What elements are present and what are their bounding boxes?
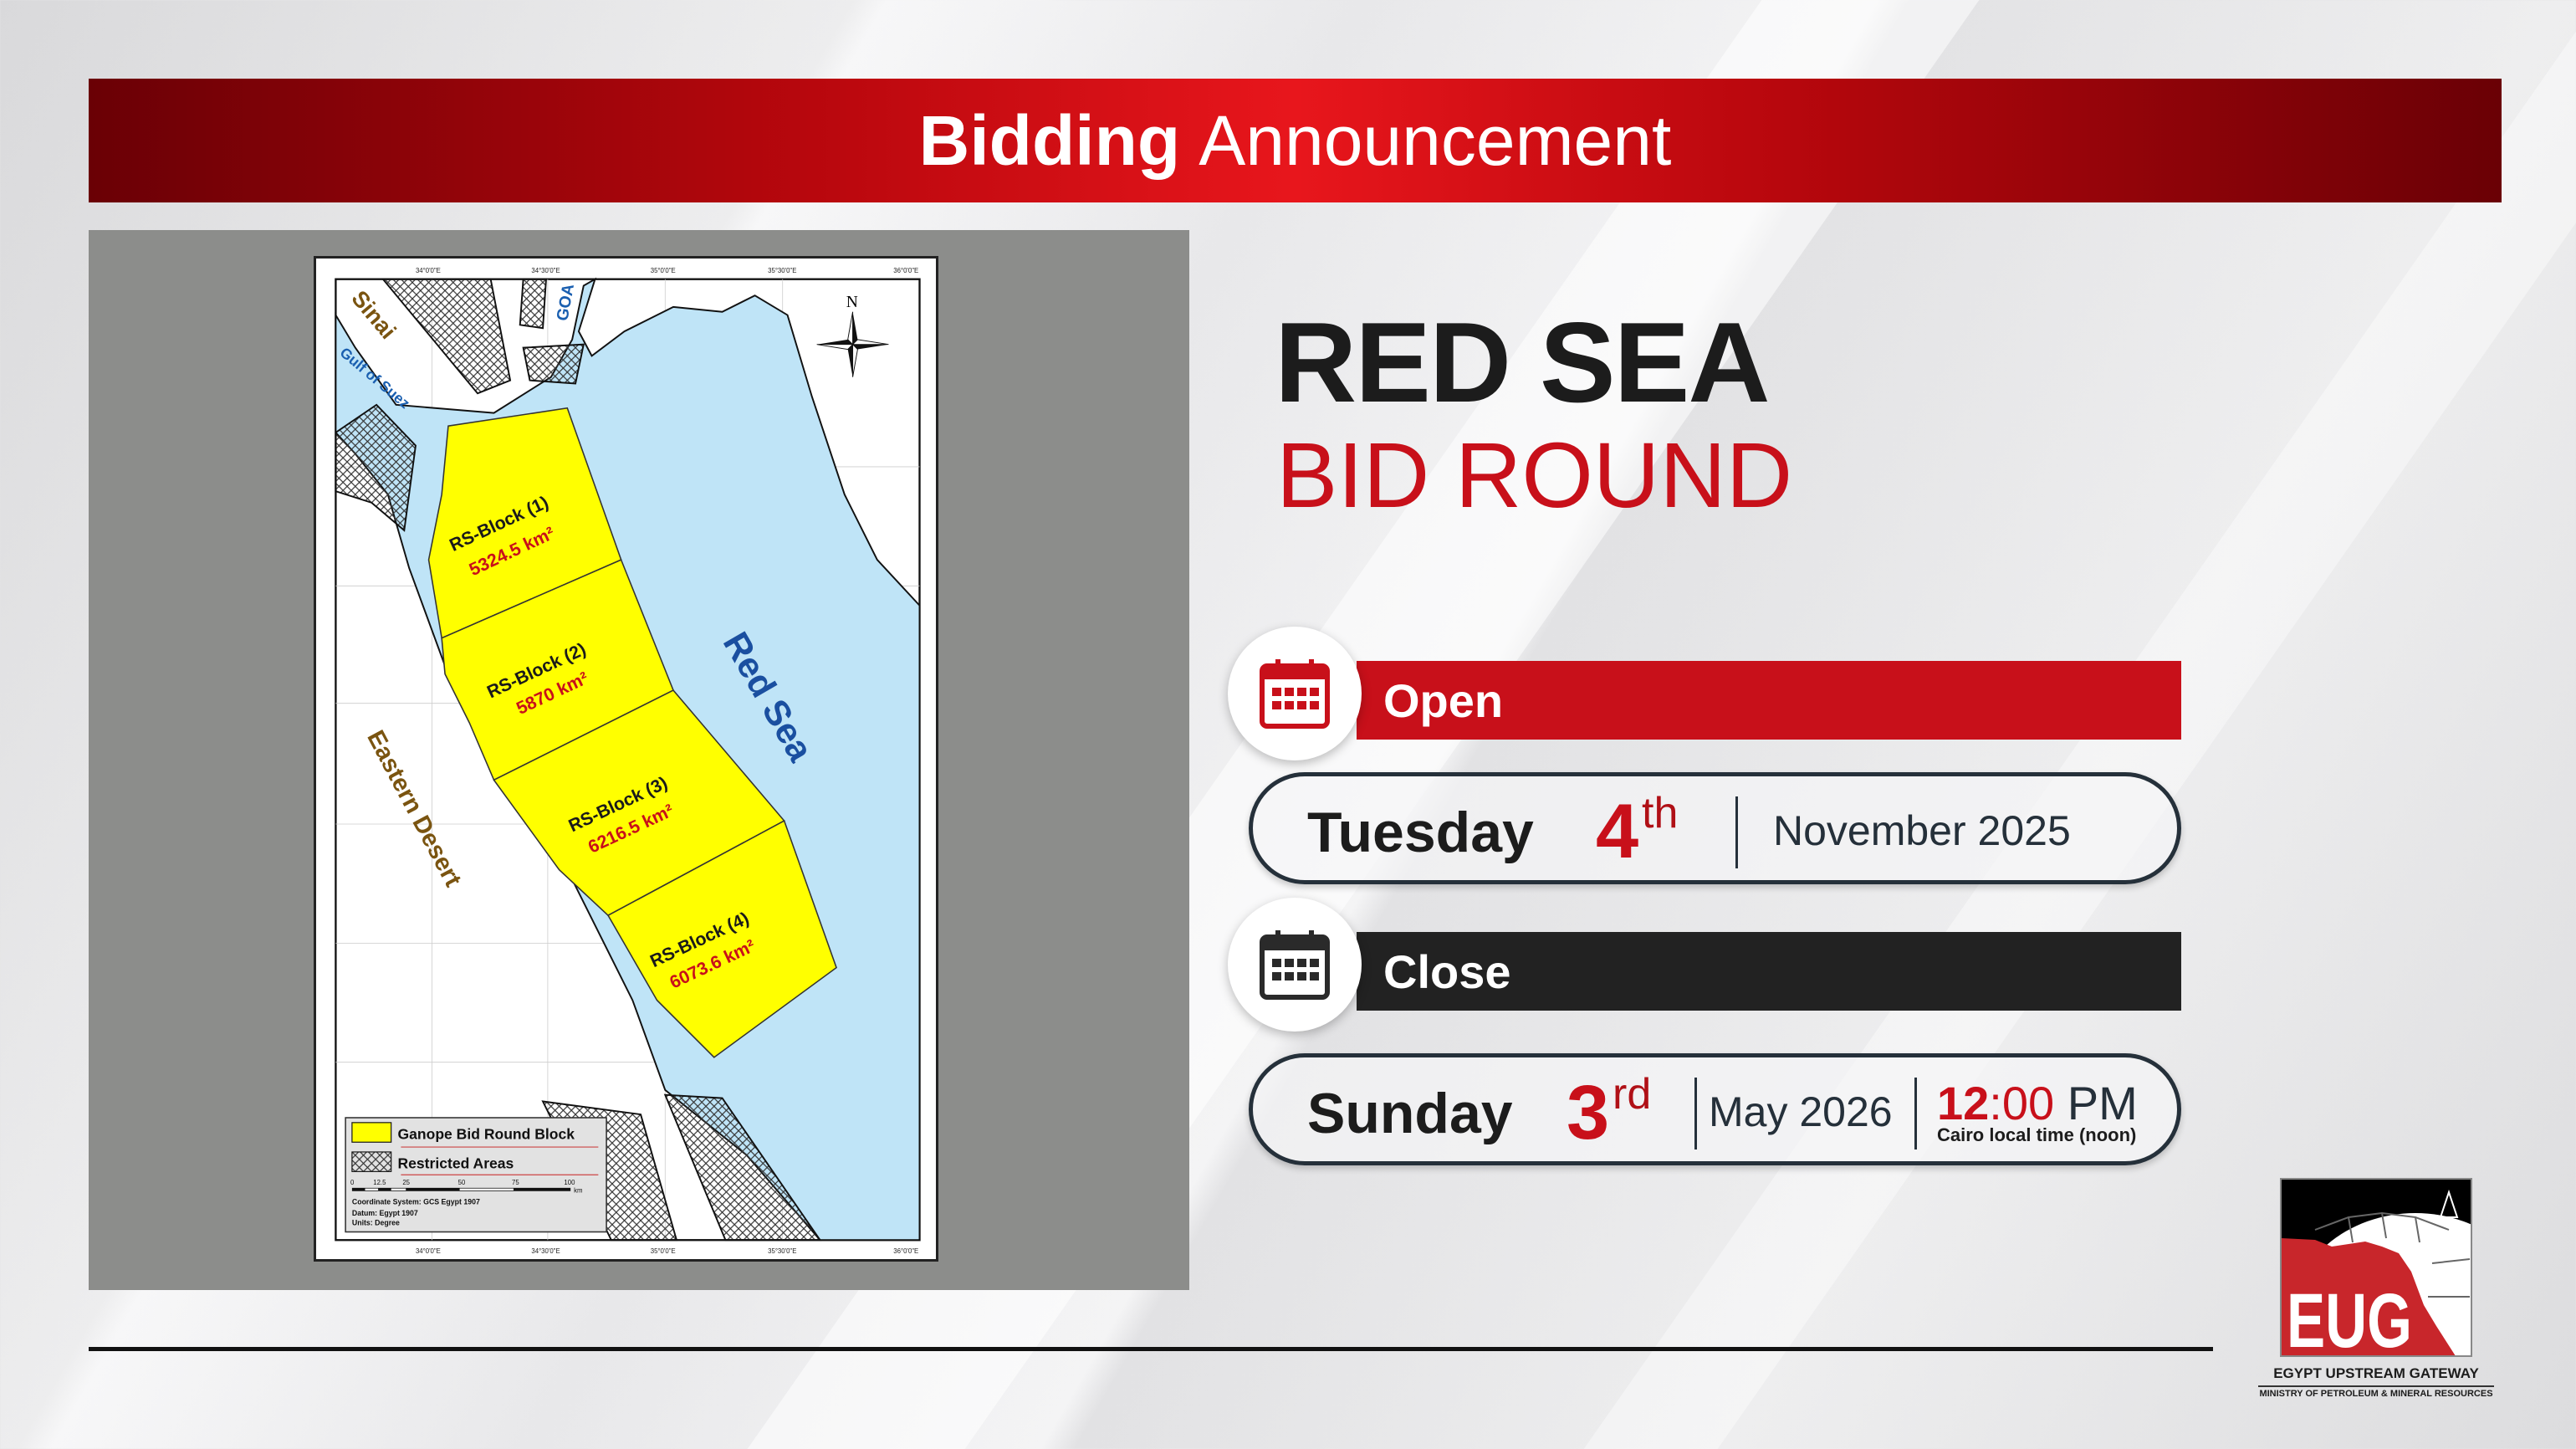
restricted-area [522,343,585,385]
header-title-bold: Bidding [918,100,1181,180]
longitude-label: 34°0'0"E [416,1247,441,1255]
legend-restricted-label: Restricted Areas [397,1155,514,1171]
headline-subtitle: BID ROUND [1276,424,1793,527]
legend-block-label: Ganope Bid Round Block [397,1125,575,1142]
open-date-pill: Tuesday 4 th November 2025 [1249,772,2181,884]
bid-round-map: Sinai Gulf of Suez GOA Red Sea Eastern D… [314,256,938,1262]
longitude-label: 34°30'0"E [531,1247,560,1255]
close-month-year: May 2026 [1709,1088,1893,1135]
calendar-icon [1260,930,1330,1000]
divider [1694,1078,1697,1149]
close-date: 3 [1567,1070,1610,1155]
open-date: 4 [1596,789,1639,874]
longitude-label: 34°0'0"E [416,267,441,274]
close-time: 12:00 PM [1937,1076,2138,1130]
scale-tick: 100 [564,1179,575,1186]
restricted-area [381,278,512,395]
scale-tick: 75 [512,1179,519,1186]
divider [1735,796,1738,868]
rs-block-4 [606,819,837,1058]
restricted-area [335,403,417,532]
header-banner: Bidding Announcement [89,79,2502,202]
close-time-hour: 12 [1937,1077,1990,1129]
divider [1914,1078,1917,1149]
close-calendar-badge [1228,898,1362,1032]
close-label: Close [1383,945,1511,998]
map-legend: Ganope Bid Round Block Restricted Areas … [345,1117,607,1233]
longitude-label: 35°30'0"E [768,1247,796,1255]
close-date-pill: Sunday 3 rd May 2026 12:00 PM Cairo loca… [1249,1053,2181,1165]
longitude-label: 36°0'0"E [893,267,918,274]
longitude-label: 35°0'0"E [651,1247,676,1255]
legend-datum: Datum: Egypt 1907 [352,1209,418,1217]
logo-name: EGYPT UPSTREAM GATEWAY [2258,1365,2494,1387]
restricted-area [519,278,547,330]
open-bar: Open [1357,661,2181,740]
close-bar: Close [1357,932,2181,1011]
logo-ministry: MINISTRY OF PETROLEUM & MINERAL RESOURCE… [2259,1389,2493,1399]
eug-logo: EUG [2280,1178,2472,1357]
longitude-label: 34°30'0"E [531,267,560,274]
close-date-suffix: rd [1613,1070,1652,1119]
longitude-label: 35°30'0"E [768,267,796,274]
scale-tick: 50 [458,1179,466,1186]
scale-tick: 12.5 [373,1179,386,1186]
headline-title: RED SEA [1275,299,1771,426]
longitude-label: 36°0'0"E [893,1247,918,1255]
bid-blocks [427,407,837,1058]
close-time-note: Cairo local time (noon) [1937,1124,2137,1145]
longitude-label: 35°0'0"E [651,267,676,274]
open-month-year: November 2025 [1773,807,2071,854]
header-title: Announcement [1199,100,1672,180]
legend-units: Units: Degree [352,1219,400,1227]
open-calendar-badge [1228,627,1362,760]
open-label: Open [1383,673,1504,727]
scale-unit: km [574,1187,582,1195]
footer-divider [89,1347,2213,1351]
close-time-minutes: :00 [1989,1077,2055,1129]
compass-rose-icon [816,311,889,377]
open-date-suffix: th [1642,789,1679,837]
open-day: Tuesday [1307,801,1534,864]
map-north-label: N [846,294,858,311]
restricted-area [663,1093,822,1242]
scale-tick: 25 [402,1179,410,1186]
legend-coordinate-system: Coordinate System: GCS Egypt 1907 [352,1197,480,1206]
close-day: Sunday [1307,1082,1513,1145]
scale-tick: 0 [350,1179,355,1186]
close-time-ampm: PM [2067,1077,2138,1129]
calendar-icon [1260,659,1330,729]
logo-text: EUG [2287,1278,2412,1357]
